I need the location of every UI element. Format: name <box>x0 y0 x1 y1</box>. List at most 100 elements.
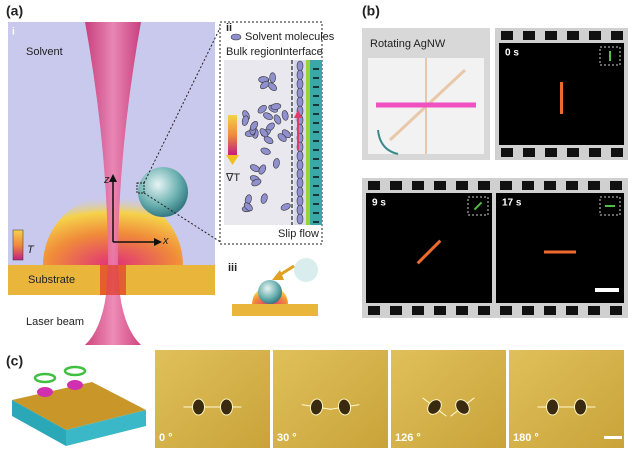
sprocket <box>566 306 578 315</box>
molecule <box>280 203 291 211</box>
sprocket <box>545 148 557 157</box>
molecule <box>263 112 273 121</box>
scale-bar <box>604 436 622 439</box>
molecule <box>243 202 253 212</box>
sprocket <box>589 148 601 157</box>
particle <box>455 399 470 415</box>
particle-wall <box>310 60 322 225</box>
molecule <box>263 136 274 145</box>
region-label: Interface <box>280 46 323 58</box>
sprocket <box>390 181 402 190</box>
molecule <box>273 114 282 125</box>
particle-ghost <box>294 258 318 282</box>
sprocket <box>368 181 380 190</box>
film-frames: 0 s 9 s 17 s <box>362 28 628 318</box>
panel-label: (a) <box>6 3 23 19</box>
molecule-icon <box>230 33 242 41</box>
sprocket <box>500 306 512 315</box>
molecule <box>250 121 259 131</box>
particle <box>67 380 83 390</box>
region-label: Substrate <box>28 274 75 286</box>
chip-side <box>12 400 66 446</box>
gradient-arrow <box>226 155 239 165</box>
sprocket <box>523 148 535 157</box>
sprocket <box>589 31 601 40</box>
inset-wire <box>473 201 483 211</box>
sprocket <box>478 306 490 315</box>
sprocket <box>567 31 579 40</box>
particle <box>574 398 587 416</box>
sprocket <box>501 31 513 40</box>
zoom-line <box>143 23 223 184</box>
rotation-ring <box>33 372 57 384</box>
region-label: Laser beam <box>26 316 84 328</box>
molecule <box>277 133 287 142</box>
sprocket <box>478 181 490 190</box>
sprocket <box>501 148 513 157</box>
sprocket <box>456 181 468 190</box>
molecule <box>296 168 304 180</box>
arrowhead <box>154 238 162 246</box>
molecule <box>296 78 304 90</box>
beam-spot <box>100 265 126 295</box>
molecule <box>270 103 282 110</box>
sprocket <box>567 148 579 157</box>
molecule <box>259 128 269 138</box>
arrowhead <box>294 110 302 118</box>
sprocket <box>522 181 534 190</box>
sprocket <box>522 306 534 315</box>
sprocket <box>434 306 446 315</box>
sprocket <box>368 306 380 315</box>
axis-label: z <box>103 174 110 186</box>
molecule <box>296 195 304 207</box>
sprocket <box>412 181 424 190</box>
sprocket <box>544 181 556 190</box>
substrate <box>232 304 318 316</box>
molecule <box>251 178 262 187</box>
rotation-arrow <box>377 129 399 155</box>
particle <box>309 398 324 416</box>
gradient-label: ∇T <box>225 172 240 184</box>
inset <box>599 196 621 216</box>
region-label: Bulk region <box>226 46 281 58</box>
zoom-box <box>136 182 145 194</box>
arrowhead <box>272 270 284 280</box>
molecule <box>241 115 249 126</box>
gradient-bar <box>228 115 237 155</box>
zoom-line <box>143 192 223 244</box>
legend-text: Solvent molecules <box>245 31 335 43</box>
inset <box>467 196 489 216</box>
micrograph <box>509 350 624 448</box>
molecule <box>296 96 304 108</box>
panel-label: (b) <box>362 3 380 19</box>
scale-bar <box>595 288 619 292</box>
nanowire <box>416 239 442 265</box>
sprocket <box>523 31 535 40</box>
region-label: Slip flow <box>278 228 319 240</box>
arrowhead <box>109 174 117 182</box>
sub-label: ii <box>226 22 232 34</box>
particle <box>220 398 233 416</box>
video-frame <box>496 193 624 303</box>
video-frame <box>366 193 492 303</box>
molecule <box>296 87 304 99</box>
sprocket <box>610 306 622 315</box>
particle <box>37 387 53 397</box>
molecule <box>273 158 280 169</box>
color-bar-label: T <box>27 244 35 256</box>
color-bar <box>12 229 24 261</box>
time-label: 9 s <box>372 198 386 209</box>
sprocket <box>566 181 578 190</box>
schematic-title: Rotating AgNW <box>370 38 446 50</box>
inset <box>599 46 621 66</box>
molecule <box>257 105 267 114</box>
angle-label: 30 ° <box>277 432 297 444</box>
sprocket <box>588 181 600 190</box>
molecule <box>296 177 304 189</box>
molecule <box>296 60 304 72</box>
time-label: 17 s <box>502 198 522 209</box>
region-label: Solvent <box>26 46 63 58</box>
sprocket <box>456 306 468 315</box>
molecule <box>260 80 270 90</box>
sprocket <box>611 148 623 157</box>
